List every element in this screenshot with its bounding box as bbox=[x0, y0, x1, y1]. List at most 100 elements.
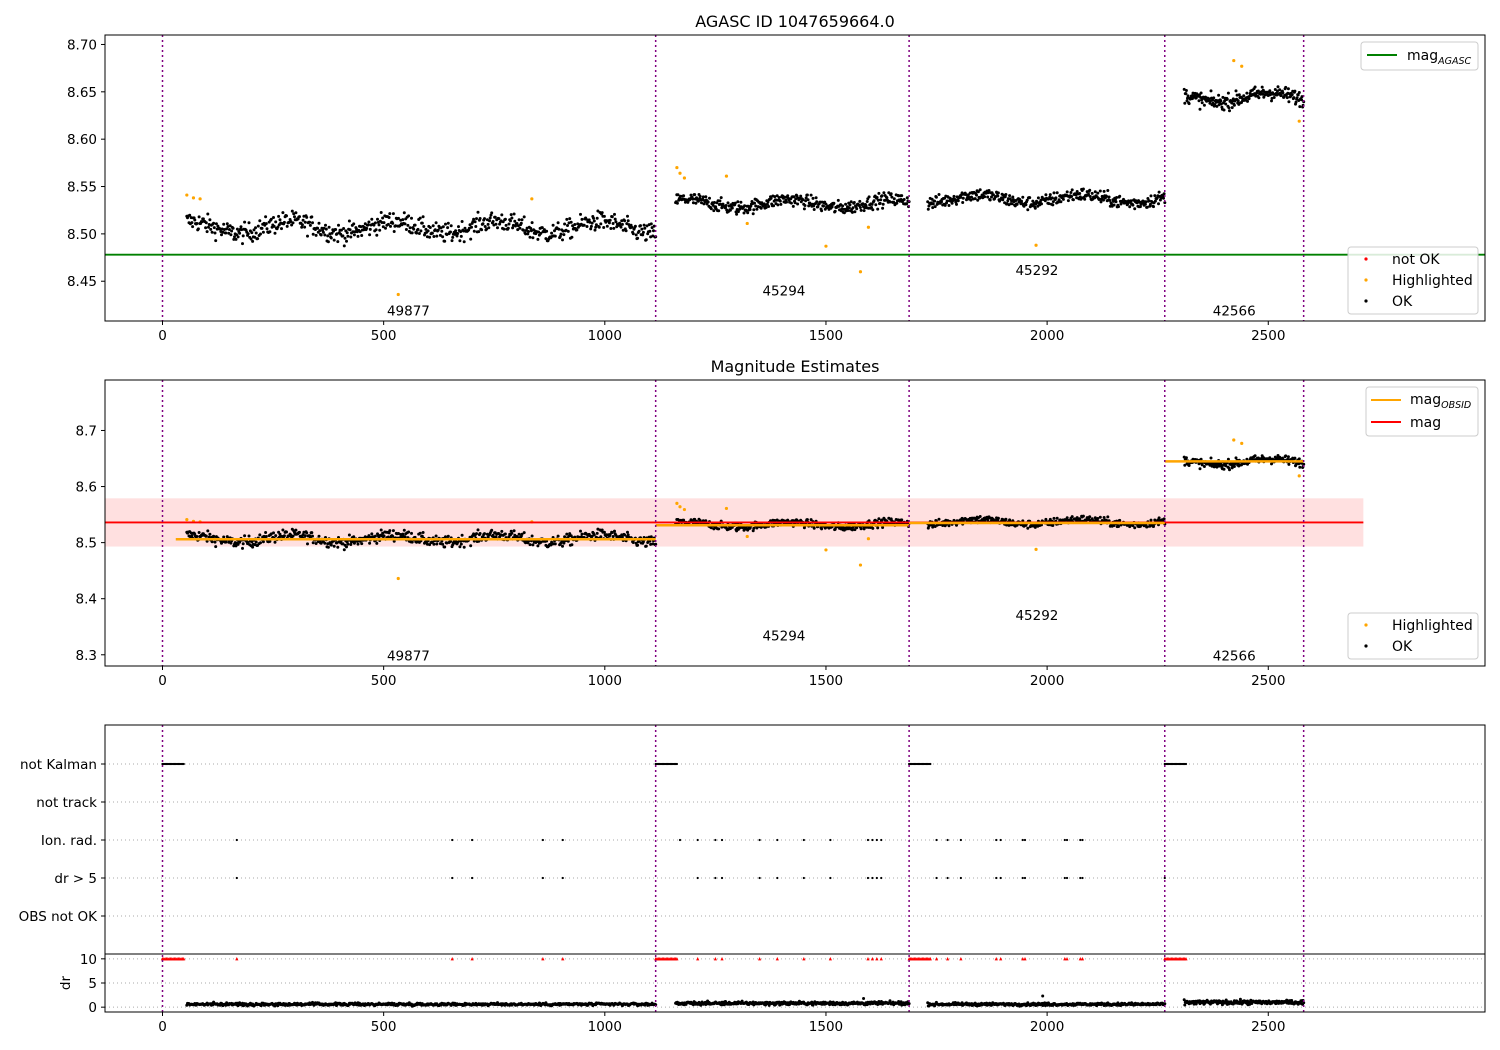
ok-point bbox=[425, 542, 429, 546]
ok-point bbox=[213, 540, 217, 544]
ok-point bbox=[1213, 103, 1217, 107]
ok-point bbox=[602, 214, 606, 218]
ok-point bbox=[264, 531, 268, 534]
ok-point bbox=[1028, 196, 1032, 200]
ok-point bbox=[803, 204, 807, 207]
panel3-points bbox=[160, 762, 1306, 1008]
ok-point bbox=[258, 219, 262, 223]
flag-point bbox=[946, 876, 949, 880]
ok-point bbox=[561, 544, 564, 548]
highlighted-point bbox=[1232, 58, 1236, 63]
ok-point bbox=[1224, 102, 1228, 106]
ok-point bbox=[1087, 192, 1090, 196]
ok-point bbox=[991, 193, 995, 197]
ok-point bbox=[867, 195, 871, 199]
highlighted-point bbox=[824, 548, 828, 552]
flag-point bbox=[451, 838, 454, 842]
flag-point bbox=[1023, 838, 1027, 842]
ok-point bbox=[373, 534, 377, 538]
ok-point bbox=[973, 197, 977, 201]
ok-point bbox=[477, 230, 481, 234]
y-tick-label: 8.4 bbox=[76, 592, 97, 608]
ok-point bbox=[243, 534, 247, 538]
flag-point bbox=[1081, 838, 1084, 842]
highlighted-point bbox=[1297, 474, 1301, 478]
panel1-points bbox=[185, 58, 1306, 297]
ok-point bbox=[1071, 198, 1075, 202]
ok-point bbox=[285, 214, 288, 218]
x-tick-label: 2500 bbox=[1251, 328, 1285, 344]
legend-mag-obsid-name: mag bbox=[1410, 392, 1441, 408]
ok-point bbox=[1015, 202, 1019, 206]
ok-point bbox=[675, 201, 679, 205]
ok-point bbox=[235, 227, 239, 231]
ok-point bbox=[436, 228, 440, 232]
highlighted-point bbox=[678, 171, 682, 175]
ok-point bbox=[570, 235, 574, 239]
ok-point bbox=[336, 240, 340, 244]
ok-point bbox=[324, 223, 327, 227]
ok-point bbox=[1114, 200, 1118, 204]
ok-point bbox=[806, 198, 810, 202]
ok-point bbox=[259, 232, 262, 236]
ok-point bbox=[233, 235, 236, 239]
panel2-legend-top: magOBSID mag bbox=[1365, 386, 1479, 437]
flag-point bbox=[880, 838, 883, 842]
ok-point bbox=[1149, 194, 1153, 198]
ok-point bbox=[324, 227, 328, 231]
ok-point bbox=[1257, 96, 1261, 100]
ok-point bbox=[1020, 199, 1023, 203]
ok-point bbox=[610, 531, 614, 534]
ok-point bbox=[1056, 200, 1060, 204]
flag-point bbox=[871, 876, 874, 880]
ok-point bbox=[809, 193, 813, 197]
ok-point bbox=[415, 231, 419, 235]
ok-point bbox=[1145, 525, 1149, 529]
ok-point bbox=[1276, 85, 1280, 89]
ok-point bbox=[506, 226, 510, 230]
ok-point bbox=[236, 542, 240, 546]
ok-point bbox=[254, 540, 258, 544]
ok-point bbox=[285, 530, 288, 534]
ok-point bbox=[496, 226, 499, 230]
ok-point bbox=[1227, 106, 1231, 110]
highlighted-point bbox=[675, 165, 679, 170]
ok-point bbox=[455, 234, 459, 238]
ok-point bbox=[301, 218, 305, 222]
highlighted-point bbox=[530, 197, 534, 201]
ok-point bbox=[1112, 199, 1115, 203]
ok-point bbox=[305, 215, 309, 219]
flag-point bbox=[714, 876, 717, 880]
ok-point bbox=[556, 534, 560, 538]
ok-point bbox=[1187, 102, 1191, 106]
ok-point bbox=[859, 527, 863, 531]
ok-point bbox=[1300, 95, 1304, 99]
flag-point bbox=[451, 876, 454, 880]
ok-point bbox=[250, 231, 254, 235]
legend-mag-obsid-sub: OBSID bbox=[1441, 400, 1471, 411]
ok-point bbox=[1199, 91, 1203, 95]
ok-point bbox=[1052, 191, 1056, 195]
ok-point bbox=[474, 225, 478, 228]
ok-point bbox=[1245, 91, 1249, 95]
ok-point bbox=[213, 231, 217, 235]
ok-point bbox=[693, 193, 697, 197]
ok-point bbox=[413, 223, 417, 227]
ok-point bbox=[1273, 88, 1277, 91]
ok-point bbox=[809, 518, 813, 522]
legend-ok: OK bbox=[1392, 294, 1413, 310]
ok-point bbox=[748, 208, 752, 211]
ok-point bbox=[195, 222, 199, 225]
ok-point bbox=[346, 234, 350, 238]
ok-point bbox=[412, 227, 416, 231]
highlighted-point bbox=[185, 518, 189, 522]
ok-point bbox=[540, 226, 544, 230]
ok-point bbox=[1200, 101, 1204, 105]
ok-point bbox=[772, 204, 776, 208]
ok-point bbox=[310, 531, 314, 535]
ok-point bbox=[441, 225, 445, 229]
ok-point bbox=[1055, 516, 1059, 520]
ok-point bbox=[811, 196, 815, 200]
ok-point bbox=[450, 239, 454, 243]
panel1-legend-top-box bbox=[1360, 41, 1479, 71]
